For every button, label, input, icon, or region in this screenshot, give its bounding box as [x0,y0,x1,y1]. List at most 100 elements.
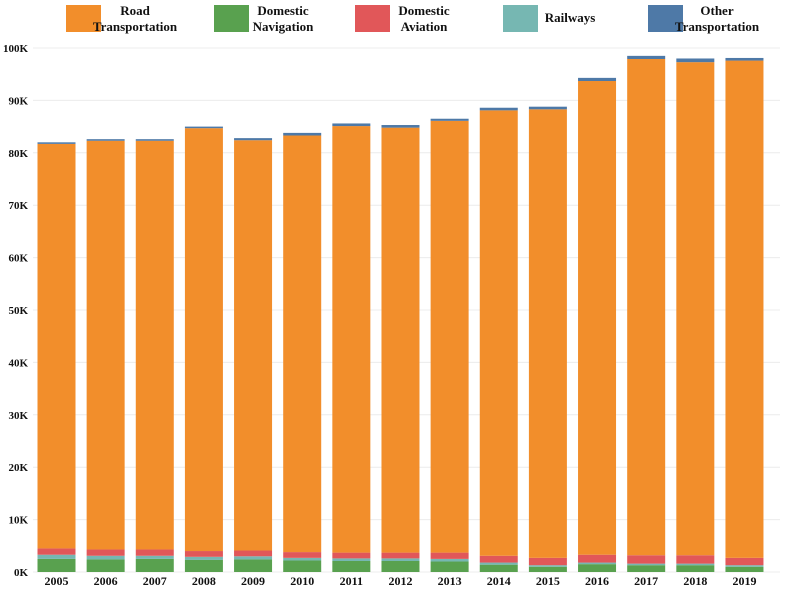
legend-label-road-transportation-line-2: Transportation [93,19,178,34]
bar-segment-road-transportation-2014 [479,110,518,556]
bar-segment-other-transportation-2017 [627,55,666,60]
legend-label-domestic-navigation-line-1: Domestic [257,3,308,18]
bar-segment-domestic-aviation-2009 [234,550,273,557]
bar-segment-railways-2017 [627,563,666,566]
bar-segment-road-transportation-2018 [676,62,715,556]
y-tick-label-90k: 90K [8,95,28,107]
legend-label-domestic-navigation-line-2: Navigation [253,19,314,34]
bar-segment-other-transportation-2005 [37,142,76,144]
bar-segment-railways-2015 [528,565,567,567]
y-tick-label-30k: 30K [8,410,28,422]
legend: RoadTransportationDomesticNavigationDome… [66,3,760,34]
bar-segment-domestic-aviation-2010 [283,552,322,558]
bar-segment-railways-2019 [725,565,764,567]
bar-segment-domestic-aviation-2006 [86,549,125,556]
y-tick-label-70k: 70K [8,200,28,212]
x-tick-label-2014: 2014 [487,574,511,588]
y-tick-label-40k: 40K [8,357,28,369]
x-tick-label-2018: 2018 [683,574,707,588]
legend-swatch-domestic-aviation [355,5,390,32]
bar-segment-domestic-aviation-2012 [381,552,420,559]
x-tick-label-2010: 2010 [290,574,314,588]
bar-group-2012 [381,125,420,572]
bar-segment-road-transportation-2013 [430,120,469,553]
bar-segment-domestic-navigation-2015 [528,566,567,572]
bar-segment-domestic-navigation-2018 [676,565,715,572]
bar-group-2008 [184,126,223,572]
bar-segment-domestic-aviation-2019 [725,557,764,566]
bar-group-2015 [528,106,567,572]
bar-segment-railways-2006 [86,555,125,560]
bar-segment-domestic-navigation-2009 [234,559,273,572]
y-tick-label-0k: 0K [14,567,29,579]
y-axis: 0K 10K 20K 30K 40K 50K 60K 70K 80K 90K 100K [3,43,29,579]
bar-group-2010 [283,132,322,572]
bar-segment-road-transportation-2008 [184,128,223,552]
bar-group-2011 [332,123,371,572]
bar-segment-domestic-aviation-2007 [135,549,174,556]
bar-segment-other-transportation-2019 [725,57,764,61]
x-tick-label-2015: 2015 [536,574,560,588]
legend-label-railways-line-1: Railways [545,10,596,25]
bar-group-2019 [725,57,764,572]
bar-segment-road-transportation-2015 [528,109,567,558]
bar-segment-other-transportation-2014 [479,107,518,111]
bar-segment-domestic-navigation-2011 [332,560,371,572]
bar-group-2014 [479,107,518,572]
bar-segment-other-transportation-2007 [135,139,174,141]
bar-segment-domestic-navigation-2006 [86,559,125,572]
legend-label-road-transportation-line-1: Road [120,3,150,18]
bar-segment-railways-2005 [37,554,76,559]
bar-segment-other-transportation-2011 [332,123,371,127]
legend-label-other-transportation-line-1: Other [700,3,733,18]
bar-segment-road-transportation-2007 [135,140,174,550]
bar-group-2009 [234,138,273,572]
y-tick-label-10k: 10K [8,515,28,527]
bar-segment-domestic-aviation-2005 [37,548,76,555]
bar-group-2016 [578,77,617,572]
bar-segment-railways-2013 [430,558,469,562]
bar-group-2018 [676,58,715,572]
legend-swatch-domestic-navigation [214,5,249,32]
x-tick-label-2005: 2005 [45,574,69,588]
bar-segment-railways-2007 [135,555,174,559]
x-tick-label-2013: 2013 [438,574,462,588]
bar-segment-domestic-navigation-2017 [627,565,666,572]
bar-segment-domestic-aviation-2014 [479,555,518,563]
bar-segment-road-transportation-2016 [578,81,617,555]
bar-segment-domestic-aviation-2017 [627,555,666,564]
bar-segment-other-transportation-2008 [184,126,223,129]
y-tick-label-100k: 100K [3,43,29,55]
legend-label-domestic-aviation-line-1: Domestic [398,3,449,18]
bar-segment-other-transportation-2016 [578,77,617,82]
bar-segment-domestic-navigation-2008 [184,559,223,572]
bar-segment-road-transportation-2006 [86,140,125,550]
bar-segment-road-transportation-2011 [332,126,371,553]
bar-segment-railways-2016 [578,562,617,565]
bar-group-2007 [135,139,174,572]
bar-segment-domestic-navigation-2016 [578,564,617,572]
bar-segment-railways-2008 [184,556,223,560]
legend-swatch-railways [503,5,538,32]
x-tick-label-2011: 2011 [340,574,363,588]
bar-segment-domestic-navigation-2013 [430,561,469,572]
x-tick-label-2012: 2012 [388,574,412,588]
bar-segment-other-transportation-2006 [86,139,125,141]
bar-segment-road-transportation-2019 [725,60,764,558]
bars [37,55,764,572]
bar-segment-railways-2018 [676,563,715,566]
bar-group-2006 [86,139,125,572]
bar-segment-railways-2012 [381,558,420,561]
bar-segment-domestic-navigation-2014 [479,564,518,572]
y-tick-label-50k: 50K [8,305,28,317]
x-tick-label-2009: 2009 [241,574,265,588]
bar-segment-other-transportation-2010 [283,132,322,136]
bar-segment-road-transportation-2017 [627,59,666,556]
y-tick-label-80k: 80K [8,148,28,160]
bar-segment-domestic-navigation-2010 [283,560,322,572]
legend-label-domestic-aviation-line-2: Aviation [401,19,448,34]
